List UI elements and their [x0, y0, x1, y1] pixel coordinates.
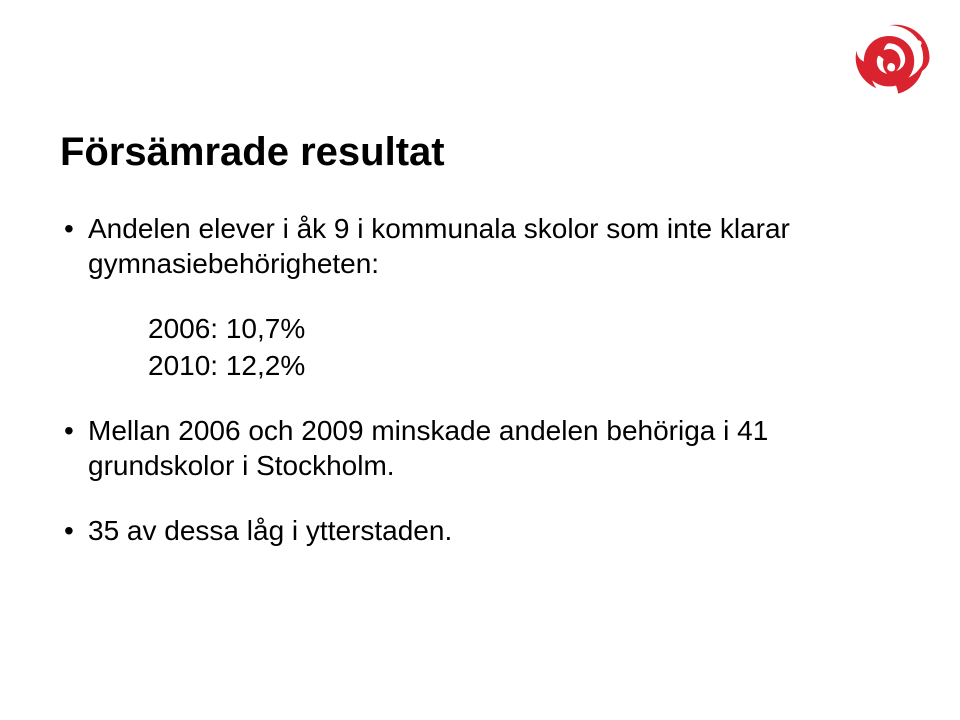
stat-line-2: 2010: 12,2% [148, 348, 880, 383]
bullet-list: Andelen elever i åk 9 i kommunala skolor… [60, 211, 880, 281]
stat-line-1: 2006: 10,7% [148, 311, 880, 346]
bullet-item-1: Andelen elever i åk 9 i kommunala skolor… [60, 211, 880, 281]
bullet-text-3: 35 av dessa låg i ytterstaden. [88, 515, 452, 546]
stat-block: 2006: 10,7% 2010: 12,2% [148, 311, 880, 383]
bullet-list-2: Mellan 2006 och 2009 minskade andelen be… [60, 413, 880, 548]
bullet-item-3: 35 av dessa låg i ytterstaden. [60, 513, 880, 548]
slide-title: Försämrade resultat [60, 130, 880, 175]
slide-content: Försämrade resultat Andelen elever i åk … [60, 130, 880, 578]
bullet-item-2: Mellan 2006 och 2009 minskade andelen be… [60, 413, 880, 483]
bullet-text-2: Mellan 2006 och 2009 minskade andelen be… [88, 415, 768, 481]
party-logo [844, 18, 934, 108]
bullet-text-1: Andelen elever i åk 9 i kommunala skolor… [88, 213, 790, 279]
